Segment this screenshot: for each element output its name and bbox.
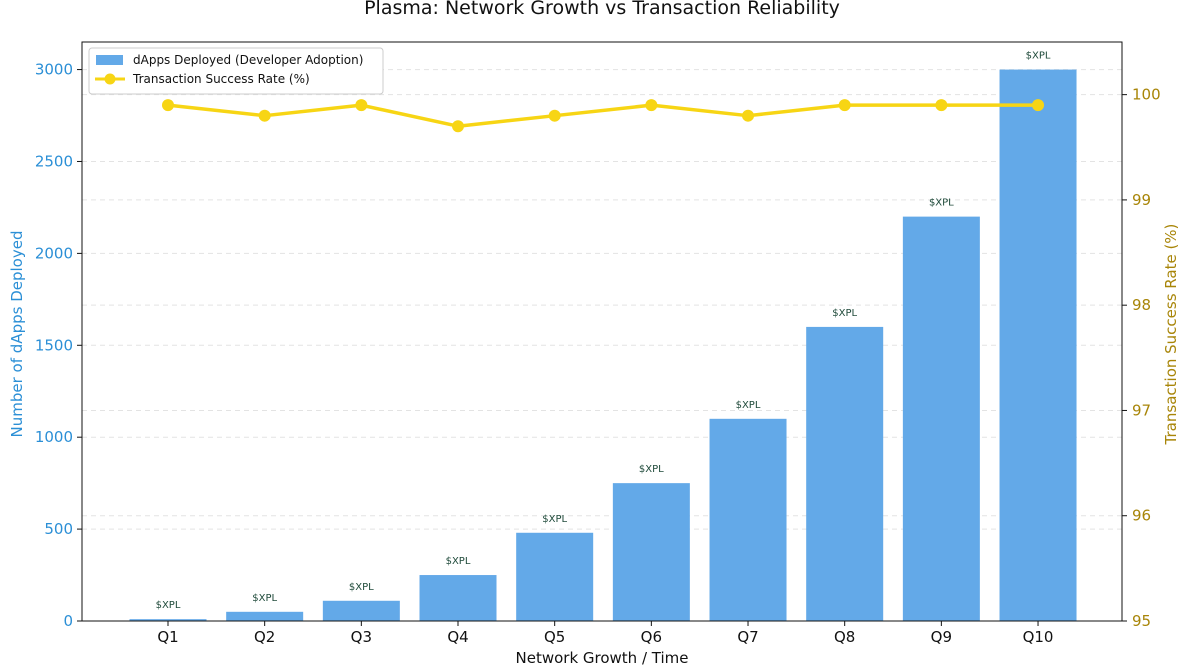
- bar-q9: [902, 216, 980, 621]
- bar-label-q8: $XPL: [832, 308, 857, 319]
- bar-data-labels: $XPL $XPL $XPL $XPL $XPL $XPL $XPL $XPL $XPL $XPL: [156, 51, 1051, 612]
- success-rate-point-q6: [645, 99, 658, 112]
- bar-q2: [226, 611, 304, 621]
- x-axis-label: Network Growth / Time: [516, 649, 689, 667]
- bar-q10: [999, 69, 1077, 622]
- right-axis-label: Transaction Success Rate (%): [1162, 224, 1180, 446]
- legend-box: [88, 47, 384, 95]
- right-tick-label-95: 95: [1132, 612, 1151, 630]
- success-rate-point-q8: [838, 99, 851, 112]
- x-tick-label-q9: Q9: [931, 628, 952, 646]
- left-tick-label-1000: 1000: [35, 428, 73, 446]
- right-tick-label-98: 98: [1132, 296, 1151, 314]
- x-tick-label-q6: Q6: [641, 628, 662, 646]
- bar-label-q5: $XPL: [542, 514, 567, 525]
- success-rate-point-q9: [935, 99, 948, 112]
- right-tick-label-100: 100: [1132, 86, 1161, 104]
- success-rate-point-q2: [258, 109, 271, 122]
- success-rate-point-q7: [742, 109, 755, 122]
- bar-label-q6: $XPL: [639, 464, 664, 475]
- bar-label-q7: $XPL: [736, 400, 761, 411]
- x-tick-label-q10: Q10: [1023, 628, 1054, 646]
- x-tick-label-q8: Q8: [834, 628, 855, 646]
- legend: dApps Deployed (Developer Adoption) Tran…: [88, 47, 384, 95]
- right-tick-label-97: 97: [1132, 401, 1151, 419]
- bar-q4: [419, 575, 497, 621]
- legend-bar-label: dApps Deployed (Developer Adoption): [133, 53, 363, 67]
- x-tick-label-q5: Q5: [544, 628, 565, 646]
- right-tick-label-99: 99: [1132, 191, 1151, 209]
- success-rate-point-q10: [1032, 99, 1045, 112]
- left-axis-ticks: 0 500 1000 1500 2000 2500 3000: [35, 61, 82, 630]
- legend-line-label: Transaction Success Rate (%): [132, 72, 310, 86]
- success-rate-point-q4: [452, 120, 465, 133]
- x-tick-label-q2: Q2: [254, 628, 275, 646]
- success-rate-point-q3: [355, 99, 368, 112]
- bar-q3: [322, 600, 400, 621]
- bar-q8: [806, 326, 884, 621]
- legend-line-marker: [104, 73, 116, 85]
- right-tick-label-96: 96: [1132, 507, 1151, 525]
- bar-series: [129, 69, 1077, 622]
- bar-q5: [516, 532, 594, 621]
- x-tick-label-q1: Q1: [157, 628, 178, 646]
- bar-q7: [709, 418, 787, 621]
- line-series: [162, 99, 1045, 133]
- left-axis-label: Number of dApps Deployed: [8, 231, 26, 438]
- right-axis-ticks: 95 96 97 98 99 100: [1122, 86, 1161, 630]
- bar-label-q9: $XPL: [929, 198, 954, 209]
- bar-q6: [612, 483, 690, 621]
- x-tick-label-q4: Q4: [447, 628, 468, 646]
- plot-frame: [81, 41, 1123, 622]
- bar-q1: [129, 619, 207, 621]
- bar-label-q1: $XPL: [156, 600, 181, 611]
- bar-label-q10: $XPL: [1026, 51, 1051, 62]
- left-tick-label-3000: 3000: [35, 61, 73, 79]
- bar-label-q4: $XPL: [446, 556, 471, 567]
- left-tick-label-2000: 2000: [35, 244, 73, 262]
- chart-title: Plasma: Network Growth vs Transaction Re…: [364, 0, 840, 19]
- legend-bar-swatch: [96, 55, 123, 65]
- x-tick-label-q7: Q7: [737, 628, 758, 646]
- success-rate-point-q5: [548, 109, 561, 122]
- x-tick-label-q3: Q3: [351, 628, 372, 646]
- success-rate-line: [167, 103, 1039, 128]
- left-tick-label-1500: 1500: [35, 336, 73, 354]
- success-rate-point-q1: [162, 99, 174, 112]
- left-tick-label-500: 500: [44, 520, 73, 538]
- left-tick-label-0: 0: [63, 612, 73, 630]
- x-axis-ticks: Q1 Q2 Q3 Q4 Q5 Q6 Q7 Q8 Q9 Q10: [157, 621, 1053, 646]
- left-tick-label-2500: 2500: [35, 152, 73, 170]
- bar-label-q2: $XPL: [252, 593, 277, 604]
- bar-label-q3: $XPL: [349, 582, 374, 593]
